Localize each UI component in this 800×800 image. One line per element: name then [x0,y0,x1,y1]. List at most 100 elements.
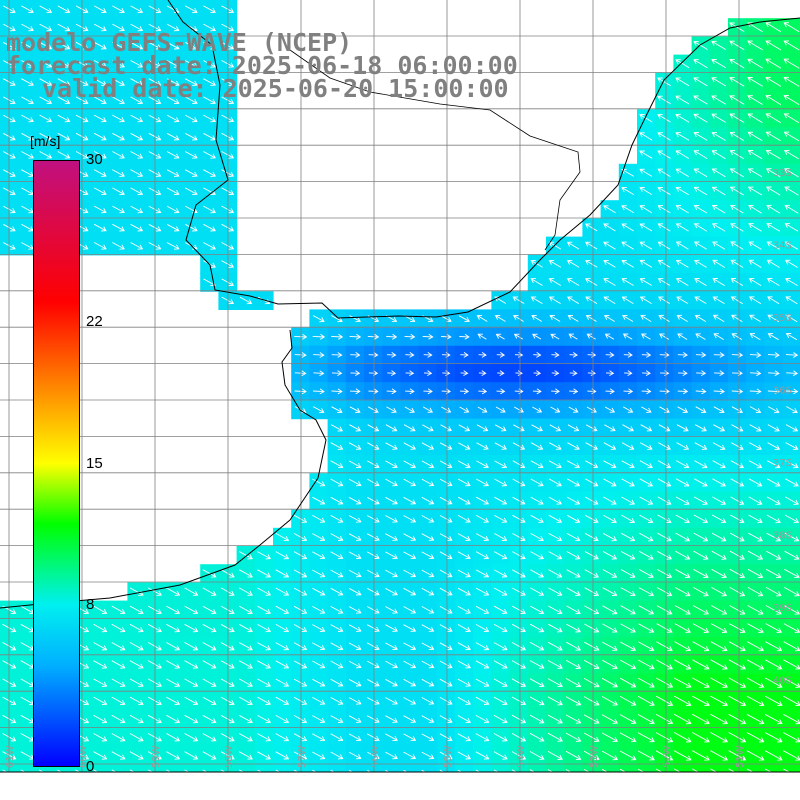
wind-arrow [547,732,563,742]
wind-arrow [93,751,108,760]
wind-arrow [221,114,235,123]
wind-arrow [312,333,326,340]
wind-arrow [747,550,764,560]
wind-arrow [313,352,325,358]
wind-arrow [729,150,745,160]
wind-arrow [746,750,765,761]
wind-arrow [496,388,506,395]
wind-arrow [677,333,688,340]
wind-arrow [712,496,727,505]
colorbar-tick: 30 [86,151,103,168]
wind-arrow [548,259,562,268]
wind-arrow [566,278,580,286]
wind-arrow [620,605,636,615]
wind-arrow [621,442,635,450]
wind-speed-cell [36,764,56,772]
wind-arrow [457,769,463,772]
wind-arrow [783,131,800,142]
wind-arrow [567,424,580,432]
wind-arrow [693,514,709,524]
wind-arrow [348,478,362,487]
wind-arrow [639,496,654,505]
wind-arrow [713,424,726,432]
wind-arrow [585,424,598,432]
wind-arrow [293,696,308,705]
wind-arrow [312,642,326,651]
wind-arrow [330,424,344,432]
wind-arrow [657,168,671,177]
wind-arrow [623,352,633,358]
wind-arrow [493,605,508,614]
wind-arrow [366,769,372,772]
wind-arrow [566,641,582,651]
wind-speed-cell [746,764,765,772]
wind-arrow [166,696,181,706]
wind-arrow [130,169,144,177]
wind-arrow [203,41,216,50]
wind-arrow [293,551,308,560]
wind-arrow [641,388,652,395]
wind-arrow [710,677,728,688]
wind-arrow [730,223,744,232]
wind-arrow [348,660,362,669]
wind-arrow [385,769,390,772]
wind-arrow [312,715,326,723]
wind-arrow [547,714,563,724]
wind-arrow [275,551,290,560]
wind-arrow [330,551,344,560]
wind-arrow [585,442,599,450]
wind-arrow [368,388,379,395]
wind-arrow [366,569,380,578]
wind-arrow [712,460,726,469]
wind-arrow [729,131,745,141]
wind-arrow [675,77,690,87]
wind-arrow [693,205,708,214]
wind-arrow [711,532,727,542]
wind-arrow [476,478,490,487]
wind-arrow [348,587,362,596]
wind-arrow [585,278,598,286]
wind-arrow [766,223,781,232]
wind-arrow [330,678,344,687]
wind-arrow [421,478,435,487]
wind-arrow [639,223,653,232]
wind-arrow [220,751,235,760]
wind-arrow [747,58,763,69]
wind-arrow [603,442,617,450]
wind-arrow [765,22,782,33]
wind-arrow [348,733,362,742]
wind-arrow [764,732,783,743]
wind-arrow [238,623,253,633]
wind-arrow [602,659,618,670]
wind-arrow [422,424,434,432]
colorbar-tick: 0 [86,758,95,775]
wind-arrow [166,733,181,742]
wind-arrow [184,114,198,123]
wind-arrow [220,696,235,706]
wind-arrow [783,605,800,615]
wind-arrow [275,751,290,760]
wind-arrow [712,241,726,250]
wind-arrow [93,678,108,687]
wind-arrow [493,678,508,687]
wind-arrow [257,769,263,772]
wind-arrow [748,460,763,469]
wind-arrow [767,388,780,395]
wind-arrow [184,78,198,86]
wind-arrow [547,660,563,669]
wind-arrow [93,642,108,651]
wind-arrow [676,424,689,432]
wind-arrow [658,442,671,450]
wind-arrow [603,205,616,214]
wind-arrow [620,532,636,542]
wind-arrow [767,352,780,358]
wind-arrow [184,132,198,141]
wind-arrow [457,715,472,724]
wind-arrow [130,96,144,105]
wind-arrow [2,769,8,772]
wind-arrow [57,114,71,123]
wind-arrow [294,370,307,377]
wind-arrow [330,697,344,705]
wind-arrow [312,751,326,760]
wind-arrow [711,205,726,214]
